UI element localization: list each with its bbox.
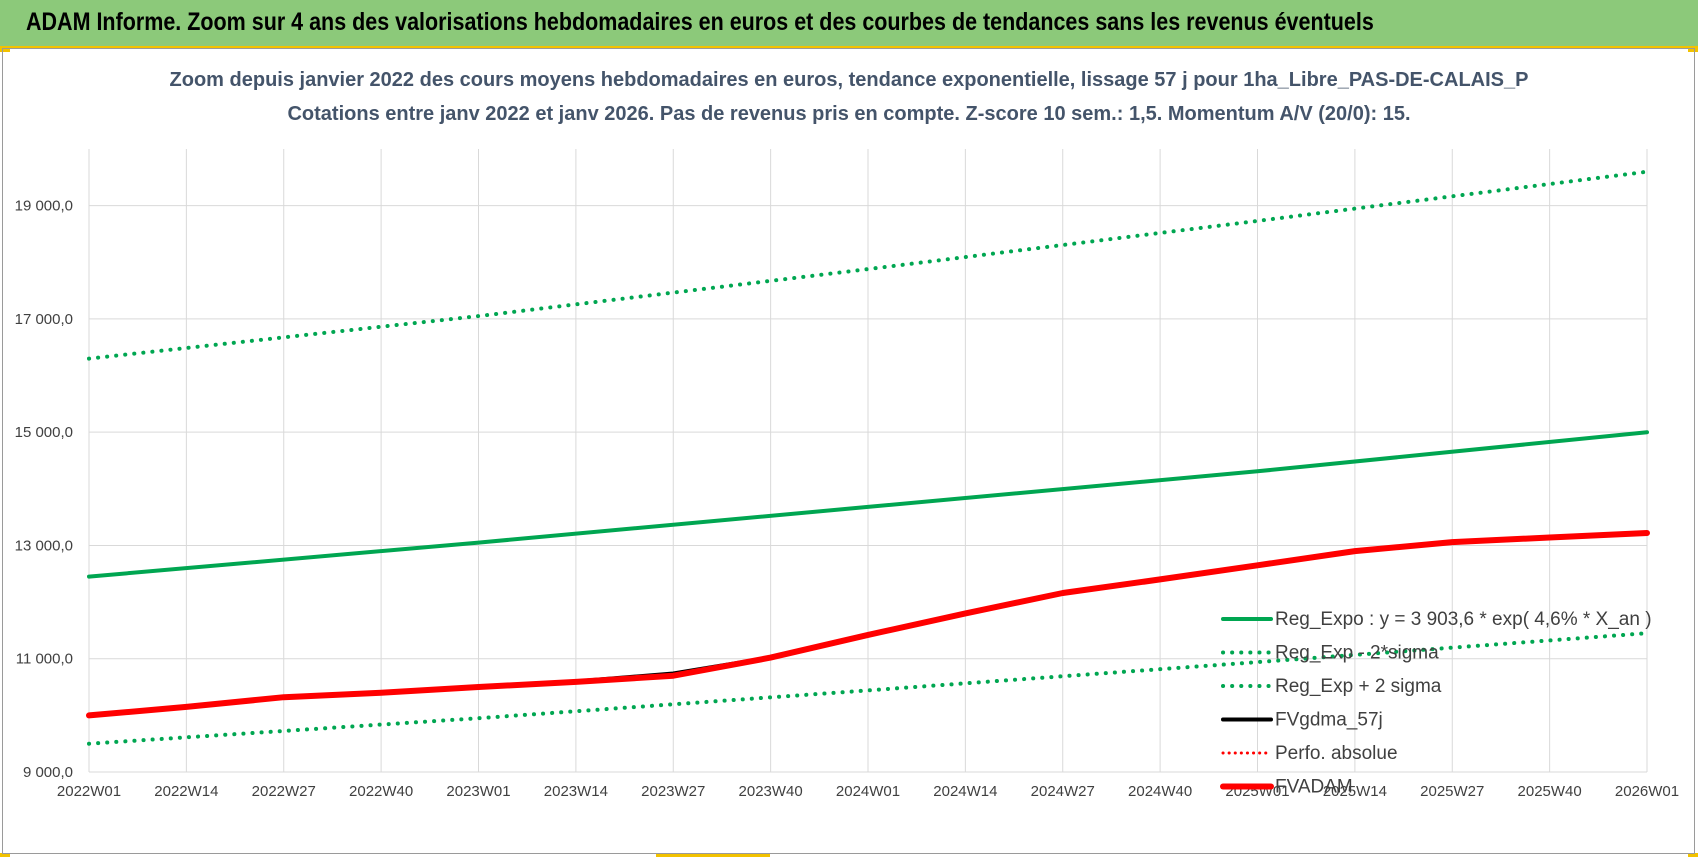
bottom-mark [656,854,770,857]
y-tick-label: 15 000,0 [15,424,73,441]
x-tick-label: 2023W01 [446,783,510,800]
chart-canvas: Zoom depuis janvier 2022 des cours moyen… [15,69,1680,800]
legend-label: Reg_Exp - 2*sigma [1275,643,1439,664]
legend-label: Perfo. absolue [1275,743,1398,764]
x-tick-label: 2026W01 [1615,783,1679,800]
y-tick-label: 11 000,0 [16,651,73,668]
y-tick-label: 17 000,0 [15,311,73,328]
x-tick-label: 2022W01 [57,783,121,800]
x-tick-label: 2023W14 [544,783,608,800]
y-axis-ticks: 9 000,0 11 000,0 13 000,0 15 000,0 17 000,0 1… [15,198,73,781]
series-group [86,169,1650,746]
y-tick-label: 9 000,0 [23,764,73,781]
x-tick-label: 2023W27 [641,783,705,800]
x-tick-label: 2023W40 [739,783,803,800]
chart-title: Zoom depuis janvier 2022 des cours moyen… [170,69,1529,91]
x-tick-label: 2022W40 [349,783,413,800]
corner-mark [0,48,10,52]
legend-label: Reg_Expo : y = 3 903,6 * exp( 4,6% * X_a… [1275,609,1652,630]
legend: Reg_Expo : y = 3 903,6 * exp( 4,6% * X_a… [1220,609,1652,798]
x-tick-label: 2024W01 [836,783,900,800]
corner-mark [0,853,10,857]
x-tick-label: 2022W27 [252,783,316,800]
x-axis-ticks: 2022W01 2022W14 2022W27 2022W40 2023W01 2023W… [57,783,1679,800]
chart-subtitle: Cotations entre janv 2022 et janv 2026. … [287,103,1410,125]
series-line-5 [86,530,1650,719]
series-line-0 [87,430,1649,579]
y-tick-label: 19 000,0 [15,198,73,215]
x-tick-label: 2025W14 [1323,783,1387,800]
series-line-2 [87,169,1649,361]
legend-label: FVADAM [1275,777,1353,798]
x-tick-label: 2022W14 [154,783,218,800]
corner-mark [1688,48,1698,52]
x-tick-label: 2025W40 [1518,783,1582,800]
legend-label: Reg_Exp + 2 sigma [1275,676,1442,697]
x-tick-label: 2024W27 [1031,783,1095,800]
chart-frame: Zoom depuis janvier 2022 des cours moyen… [2,48,1695,854]
x-tick-label: 2025W27 [1420,783,1484,800]
report-title: ADAM Informe. Zoom sur 4 ans des valoris… [26,8,1374,36]
corner-mark [1688,853,1698,857]
x-tick-label: 2024W40 [1128,783,1192,800]
legend-label: FVgdma_57j [1275,710,1383,731]
series-line-1 [87,631,1649,746]
report-banner: ADAM Informe. Zoom sur 4 ans des valoris… [0,0,1698,48]
y-tick-label: 13 000,0 [15,537,73,554]
x-tick-label: 2024W14 [933,783,997,800]
